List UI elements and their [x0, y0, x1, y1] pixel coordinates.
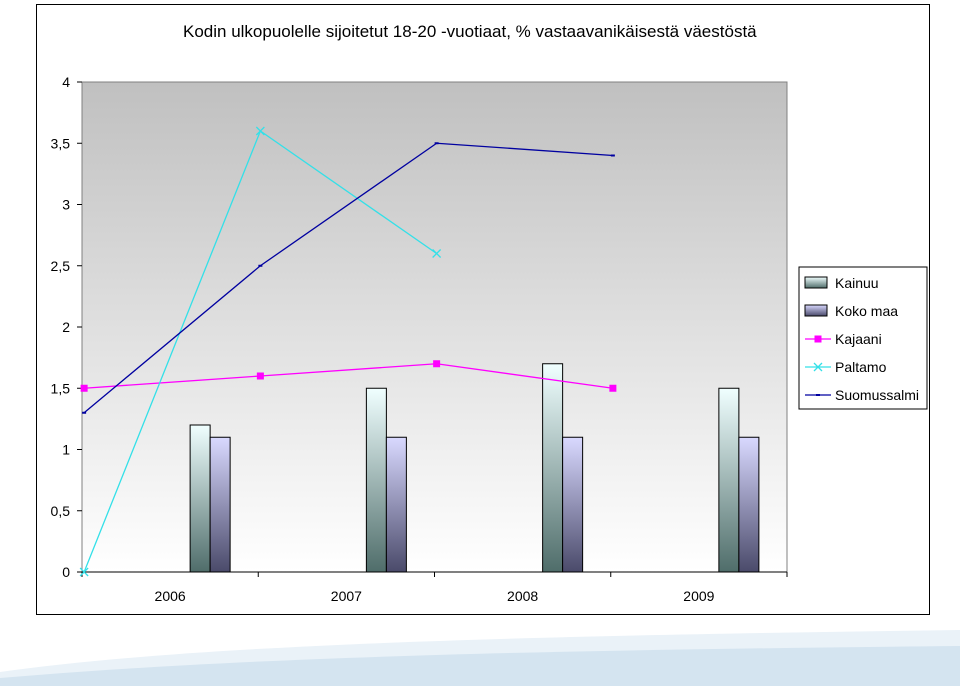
legend-label-kainuu: Kainuu — [835, 275, 879, 291]
bar-kainuu — [365, 387, 387, 573]
legend-label-paltamo: Paltamo — [835, 359, 887, 375]
legend-label-kajaani: Kajaani — [835, 331, 882, 347]
bar-koko-maa — [738, 436, 760, 573]
y-tick-label: 3,5 — [51, 135, 71, 151]
chart-title: Kodin ulkopuolelle sijoitetut 18-20 -vuo… — [183, 22, 757, 41]
x-tick-label: 2007 — [331, 588, 362, 604]
point-paltamo — [432, 249, 442, 258]
decorative-swoosh — [0, 630, 960, 686]
bar-koko-maa — [385, 436, 407, 573]
bar-koko-maa — [562, 436, 584, 573]
point-kajaani — [256, 372, 264, 380]
x-tick-label: 2006 — [155, 588, 186, 604]
legend-label-suomussalmi: Suomussalmi — [835, 387, 919, 403]
chart-frame: Kodin ulkopuolelle sijoitetut 18-20 -vuo… — [36, 4, 930, 615]
point-kajaani — [80, 384, 88, 392]
y-tick-label: 4 — [62, 74, 70, 90]
legend: Kainuu Koko maa Kajaani Paltamo Suomussalmi — [798, 266, 928, 410]
point-paltamo — [79, 567, 89, 577]
bar-koko-maa — [209, 436, 231, 573]
x-tick-label: 2008 — [507, 588, 538, 604]
y-tick-label: 0 — [62, 564, 70, 580]
bar-kainuu — [542, 363, 564, 573]
y-tick-label: 1 — [62, 442, 70, 458]
point-kajaani — [433, 360, 441, 368]
point-paltamo — [255, 126, 265, 136]
point-kajaani — [609, 384, 617, 392]
y-tick-label: 0,5 — [51, 503, 71, 519]
bar-kainuu — [718, 387, 740, 573]
plot-area: 0 0,5 1 1,5 2 2,5 3 3,5 4 2006 2007 2008 2009 — [51, 74, 788, 604]
y-tick-label: 2,5 — [51, 258, 71, 274]
legend-label-koko-maa: Koko maa — [835, 303, 898, 319]
legend-marker-paltamo — [813, 362, 823, 372]
line-suomussalmi — [83, 142, 613, 414]
chart-svg: Kodin ulkopuolelle sijoitetut 18-20 -vuo… — [51, 22, 928, 604]
legend-swatch-koko-maa — [804, 304, 828, 317]
legend-swatch-kainuu — [804, 276, 828, 289]
x-tick-label: 2009 — [683, 588, 714, 604]
line-kajaani — [84, 363, 613, 389]
y-tick-label: 2 — [62, 319, 70, 335]
bar-kainuu — [189, 424, 211, 573]
legend-marker-kajaani — [814, 335, 822, 343]
y-tick-label: 1,5 — [51, 380, 71, 396]
y-tick-label: 3 — [62, 197, 70, 213]
